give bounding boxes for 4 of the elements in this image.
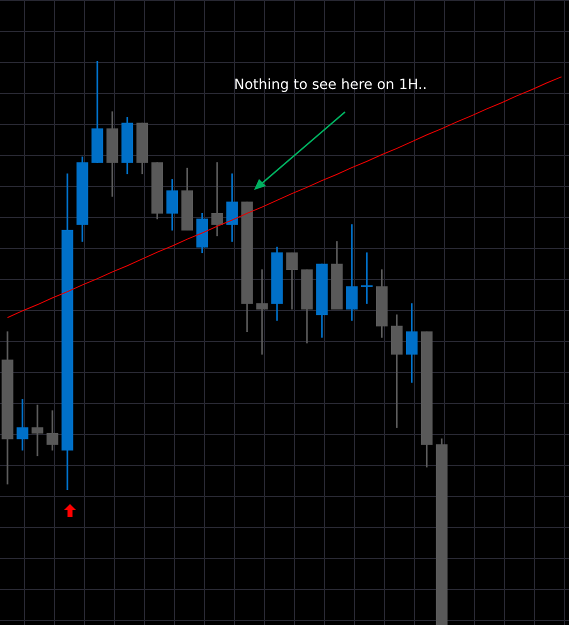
candlestick	[256, 269, 268, 355]
annotation: Nothing to see here on 1H..	[234, 77, 427, 93]
candlestick	[32, 404, 44, 456]
candlestick	[16, 399, 28, 450]
